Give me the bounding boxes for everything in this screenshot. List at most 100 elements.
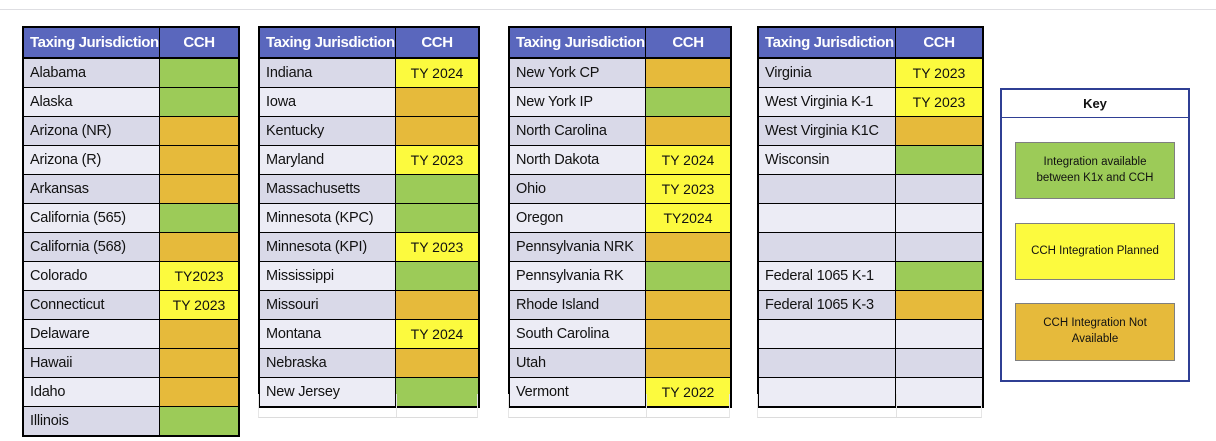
jurisdiction-cell[interactable] <box>759 233 896 261</box>
jurisdiction-cell[interactable]: Federal 1065 K-1 <box>759 262 896 290</box>
jurisdiction-cell[interactable]: Vermont <box>510 378 646 406</box>
jurisdiction-cell[interactable]: Idaho <box>24 378 160 406</box>
cch-status-cell[interactable] <box>160 88 238 116</box>
cch-status-cell[interactable] <box>646 349 730 377</box>
jurisdiction-cell[interactable] <box>759 349 896 377</box>
jurisdiction-cell[interactable]: Oregon <box>510 204 646 232</box>
jurisdiction-cell[interactable]: New York CP <box>510 59 646 87</box>
jurisdiction-cell[interactable] <box>759 378 896 406</box>
jurisdiction-cell[interactable]: Mississippi <box>260 262 396 290</box>
cch-status-cell[interactable]: TY 2024 <box>396 320 478 348</box>
jurisdiction-cell[interactable]: Montana <box>260 320 396 348</box>
jurisdiction-cell[interactable]: Nebraska <box>260 349 396 377</box>
cch-status-cell[interactable] <box>896 117 982 145</box>
jurisdiction-cell[interactable]: West Virginia K1C <box>759 117 896 145</box>
jurisdiction-cell[interactable]: Missouri <box>260 291 396 319</box>
cch-status-cell[interactable]: TY2024 <box>646 204 730 232</box>
cch-status-cell[interactable] <box>396 378 478 406</box>
jurisdiction-cell[interactable]: Alabama <box>24 59 160 87</box>
cch-status-cell[interactable] <box>160 378 238 406</box>
jurisdiction-cell[interactable] <box>759 320 896 348</box>
cch-status-cell[interactable] <box>646 59 730 87</box>
jurisdiction-cell[interactable]: Ohio <box>510 175 646 203</box>
cch-status-cell[interactable] <box>396 175 478 203</box>
jurisdiction-cell[interactable]: Minnesota (KPC) <box>260 204 396 232</box>
jurisdiction-cell[interactable]: Colorado <box>24 262 160 290</box>
jurisdiction-cell[interactable]: Arkansas <box>24 175 160 203</box>
jurisdiction-cell[interactable]: California (568) <box>24 233 160 261</box>
jurisdiction-cell[interactable]: North Dakota <box>510 146 646 174</box>
cch-status-cell[interactable] <box>896 349 982 377</box>
cch-status-cell[interactable] <box>646 88 730 116</box>
jurisdiction-cell[interactable]: Federal 1065 K-3 <box>759 291 896 319</box>
jurisdiction-cell[interactable]: Arizona (R) <box>24 146 160 174</box>
jurisdiction-cell[interactable]: Delaware <box>24 320 160 348</box>
cch-status-cell[interactable] <box>896 233 982 261</box>
cch-status-cell[interactable]: TY 2024 <box>646 146 730 174</box>
cch-status-cell[interactable] <box>396 291 478 319</box>
cch-status-cell[interactable]: TY 2022 <box>646 378 730 406</box>
cch-status-cell[interactable] <box>160 233 238 261</box>
cch-status-cell[interactable]: TY2023 <box>160 262 238 290</box>
cch-status-cell[interactable] <box>896 378 982 406</box>
jurisdiction-cell[interactable]: South Carolina <box>510 320 646 348</box>
jurisdiction-cell[interactable]: Arizona (NR) <box>24 117 160 145</box>
jurisdiction-cell[interactable]: Virginia <box>759 59 896 87</box>
cch-status-cell[interactable] <box>160 320 238 348</box>
jurisdiction-cell[interactable]: California (565) <box>24 204 160 232</box>
cch-status-cell[interactable] <box>396 204 478 232</box>
cch-status-cell[interactable] <box>646 262 730 290</box>
cch-status-cell[interactable]: TY 2024 <box>396 59 478 87</box>
cch-status-cell[interactable] <box>396 88 478 116</box>
cch-status-cell[interactable] <box>646 291 730 319</box>
cch-status-cell[interactable] <box>896 320 982 348</box>
jurisdiction-cell[interactable]: Utah <box>510 349 646 377</box>
cch-status-cell[interactable]: TY 2023 <box>896 59 982 87</box>
cch-status-cell[interactable] <box>160 175 238 203</box>
cch-status-cell[interactable] <box>896 146 982 174</box>
jurisdiction-cell[interactable]: Connecticut <box>24 291 160 319</box>
cch-status-cell[interactable] <box>896 262 982 290</box>
jurisdiction-cell[interactable]: Hawaii <box>24 349 160 377</box>
cch-status-cell[interactable] <box>160 146 238 174</box>
jurisdiction-cell[interactable]: Wisconsin <box>759 146 896 174</box>
jurisdiction-cell[interactable]: Pennsylvania NRK <box>510 233 646 261</box>
jurisdiction-cell[interactable] <box>759 204 896 232</box>
cch-status-cell[interactable]: TY 2023 <box>646 175 730 203</box>
cch-status-cell[interactable] <box>896 204 982 232</box>
cch-status-cell[interactable]: TY 2023 <box>896 88 982 116</box>
cch-status-cell[interactable] <box>160 117 238 145</box>
jurisdiction-cell[interactable]: Kentucky <box>260 117 396 145</box>
table-row: Nebraska <box>260 349 478 378</box>
cch-status-cell[interactable] <box>396 349 478 377</box>
jurisdiction-cell[interactable]: Pennsylvania RK <box>510 262 646 290</box>
jurisdiction-cell[interactable]: Rhode Island <box>510 291 646 319</box>
cch-status-cell[interactable]: TY 2023 <box>396 233 478 261</box>
jurisdiction-cell[interactable]: Iowa <box>260 88 396 116</box>
jurisdiction-cell[interactable]: Indiana <box>260 59 396 87</box>
jurisdiction-cell[interactable]: New Jersey <box>260 378 396 406</box>
cch-status-cell[interactable]: TY 2023 <box>160 291 238 319</box>
jurisdiction-cell[interactable]: West Virginia K-1 <box>759 88 896 116</box>
cch-status-cell[interactable] <box>160 349 238 377</box>
cch-status-cell[interactable] <box>646 117 730 145</box>
jurisdiction-cell[interactable]: Alaska <box>24 88 160 116</box>
jurisdiction-cell[interactable]: Illinois <box>24 407 160 435</box>
cch-status-cell[interactable] <box>646 233 730 261</box>
cch-status-cell[interactable] <box>646 320 730 348</box>
cch-status-cell[interactable] <box>396 117 478 145</box>
jurisdiction-cell[interactable] <box>759 175 896 203</box>
cch-status-cell[interactable] <box>896 175 982 203</box>
cch-status-cell[interactable]: TY 2023 <box>396 146 478 174</box>
jurisdiction-cell[interactable]: New York IP <box>510 88 646 116</box>
jurisdiction-cell[interactable]: North Carolina <box>510 117 646 145</box>
table-row: Missouri <box>260 291 478 320</box>
cch-status-cell[interactable] <box>160 407 238 435</box>
jurisdiction-cell[interactable]: Minnesota (KPI) <box>260 233 396 261</box>
cch-status-cell[interactable] <box>396 262 478 290</box>
jurisdiction-cell[interactable]: Maryland <box>260 146 396 174</box>
jurisdiction-cell[interactable]: Massachusetts <box>260 175 396 203</box>
cch-status-cell[interactable] <box>160 204 238 232</box>
cch-status-cell[interactable] <box>160 59 238 87</box>
cch-status-cell[interactable] <box>896 291 982 319</box>
